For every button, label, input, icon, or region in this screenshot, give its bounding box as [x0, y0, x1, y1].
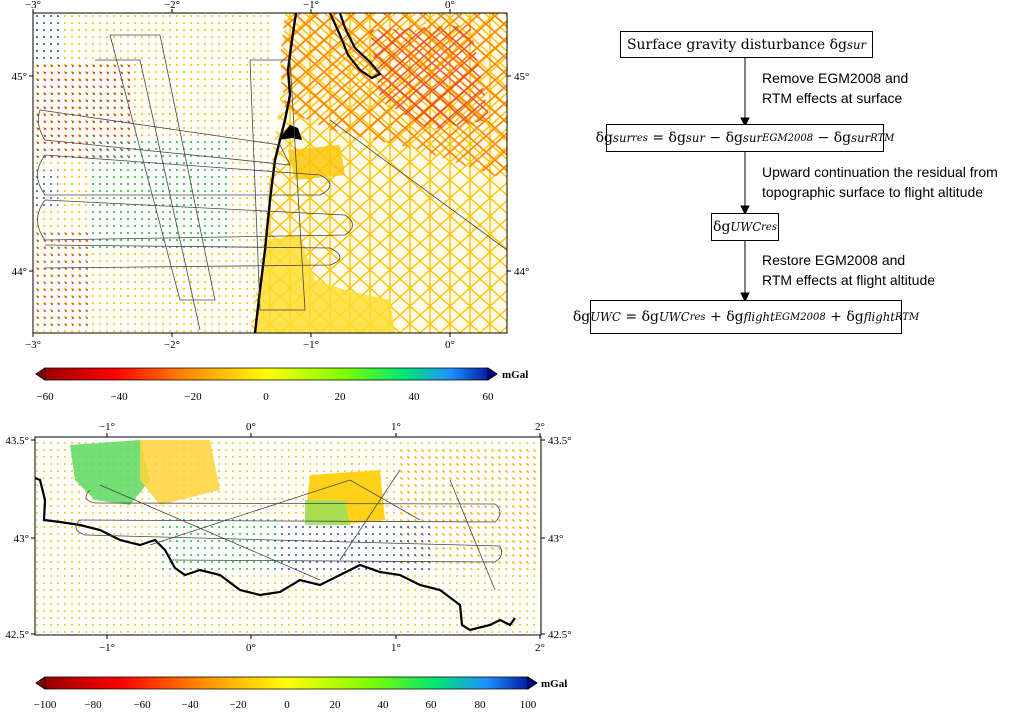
tick-label: 60 — [426, 699, 438, 711]
colorbar-top: mGal −60 −40 −20 0 20 40 60 — [35, 367, 528, 403]
tick-label: −40 — [181, 699, 199, 711]
tick-label: −20 — [184, 391, 202, 403]
tick-label: 40 — [378, 699, 390, 711]
tick-label: −100 — [34, 699, 57, 711]
tick-label: 43° — [548, 533, 563, 545]
tick-label: −1° — [303, 339, 319, 351]
flow-step-restore-line1: Restore EGM2008 and — [762, 252, 906, 268]
tick-label: −1° — [303, 0, 319, 11]
map-bottom-frame — [34, 436, 542, 636]
tick-label: 20 — [330, 699, 342, 711]
flight-tracks-top — [37, 34, 507, 331]
flow-step-upward-line1: Upward continuation the residual from — [762, 164, 998, 180]
sea-dots-red-2 — [33, 230, 93, 330]
map-top-x-ticks-lower: −3° −2° −1° 0° — [25, 333, 455, 351]
flow-arrows — [740, 58, 750, 303]
flow-step-upward-line2: topographic surface to flight altitude — [762, 184, 984, 200]
tick-label: −2° — [164, 339, 180, 351]
tick-label: 43.5° — [5, 435, 29, 447]
flight-tracks-bottom — [75, 469, 503, 591]
map-top-frame — [32, 12, 508, 334]
colorbar-unit: mGal — [502, 369, 528, 381]
tick-label: −1° — [99, 421, 115, 433]
tick-label: 0 — [284, 699, 290, 711]
tick-label: 0° — [246, 642, 256, 654]
tick-label: 2° — [535, 421, 545, 433]
patch-yellow-nw — [140, 440, 220, 505]
coastline-estuary — [328, 13, 382, 80]
tick-label: 100 — [520, 699, 537, 711]
flow-box-uwc-residual: δg UWC res — [711, 213, 779, 241]
land-network-red — [370, 25, 490, 130]
colorbar-bottom-ticks: −100 −80 −60 −40 −20 0 20 40 60 80 100 — [34, 699, 537, 711]
tick-label: 43.5° — [548, 435, 572, 447]
colorbar-unit: mGal — [541, 678, 567, 690]
tick-label: 40 — [409, 391, 421, 403]
tick-label: 0° — [445, 339, 455, 351]
map-top-x-ticks-upper: −3° −2° −1° 0° — [25, 0, 455, 13]
tick-label: 1° — [391, 642, 401, 654]
tick-label: −20 — [229, 699, 247, 711]
tick-label: 0° — [445, 0, 455, 11]
map-bottom-x-ticks-upper: −1° 0° 1° 2° — [99, 421, 545, 437]
colorbar-top-ticks: −60 −40 −20 0 20 40 60 — [36, 391, 494, 403]
tick-label: 80 — [475, 699, 487, 711]
colorbar-bottom: mGal −100 −80 −60 −40 −20 0 20 40 60 80 … — [34, 676, 567, 711]
tick-label: 42.5° — [5, 629, 29, 641]
land-patch-yellow — [255, 235, 395, 333]
map-top-y-ticks: 45° 44° 45° 44° — [12, 71, 530, 278]
tick-label: −60 — [133, 699, 151, 711]
tick-label: −60 — [36, 391, 54, 403]
tick-label: 44° — [12, 266, 27, 278]
patch-green-center — [305, 500, 350, 525]
tick-label: 45° — [514, 71, 529, 83]
patch-green — [70, 440, 150, 505]
coastline-bay — [278, 125, 302, 140]
tick-label: −2° — [164, 0, 180, 11]
map-bottom: −1° 0° 1° 2° −1° 0° 1° 2° 43.5° 43° 42.5… — [5, 421, 571, 654]
tick-label: 42.5° — [548, 629, 572, 641]
map-bottom-x-ticks-lower: −1° 0° 1° 2° — [99, 635, 545, 654]
flow-box-surface-gravity-text: Surface gravity disturbance δg — [626, 36, 847, 53]
flow-step-remove-line1: Remove EGM2008 and — [762, 70, 909, 86]
flow-box-surface-gravity-sup: sur — [846, 37, 867, 52]
flow-step-restore-line2: RTM effects at flight altitude — [762, 272, 936, 288]
map-top: −3° −2° −1° 0° −3° −2° −1° 0° 45° 44° 45… — [12, 0, 530, 351]
sea-dots-blue-2 — [33, 170, 58, 210]
tick-label: −3° — [25, 339, 41, 351]
flow-box-uwc-final: δg UWC = δg UWC res + δg flight EGM2008 + δg f… — [573, 300, 919, 334]
tick-label: −40 — [110, 391, 128, 403]
sea-dots-blue — [33, 15, 63, 60]
tick-label: −3° — [25, 0, 41, 11]
land-patch-orange — [288, 145, 345, 180]
tick-label: −1° — [99, 642, 115, 654]
map-bottom-y-ticks: 43.5° 43° 42.5° 43.5° 43° 42.5° — [5, 435, 571, 641]
tick-label: 45° — [12, 71, 27, 83]
tick-label: −80 — [84, 699, 102, 711]
dots-green-south — [160, 515, 280, 570]
tick-label: 0 — [263, 391, 269, 403]
tick-label: 43° — [14, 533, 29, 545]
flow-step-remove-line2: RTM effects at surface — [762, 90, 903, 106]
tick-label: 1° — [391, 421, 401, 433]
dots-blue-south — [270, 525, 430, 570]
coastline-bottom — [35, 476, 516, 632]
flow-step-restore: Restore EGM2008 and RTM effects at fligh… — [762, 250, 935, 290]
tick-label: 20 — [335, 391, 347, 403]
flow-box-surface-gravity: Surface gravity disturbance δg sur — [620, 31, 873, 58]
flow-step-remove: Remove EGM2008 and RTM effects at surfac… — [762, 68, 908, 108]
flow-box-residual: δg sur res = δg sur − δg sur EGM2008 − δg sur R… — [596, 124, 894, 152]
tick-label: 0° — [246, 421, 256, 433]
flow-step-upward: Upward continuation the residual from to… — [762, 162, 998, 202]
tick-label: 60 — [483, 391, 495, 403]
tick-label: 2° — [535, 642, 545, 654]
tick-label: 44° — [514, 266, 529, 278]
